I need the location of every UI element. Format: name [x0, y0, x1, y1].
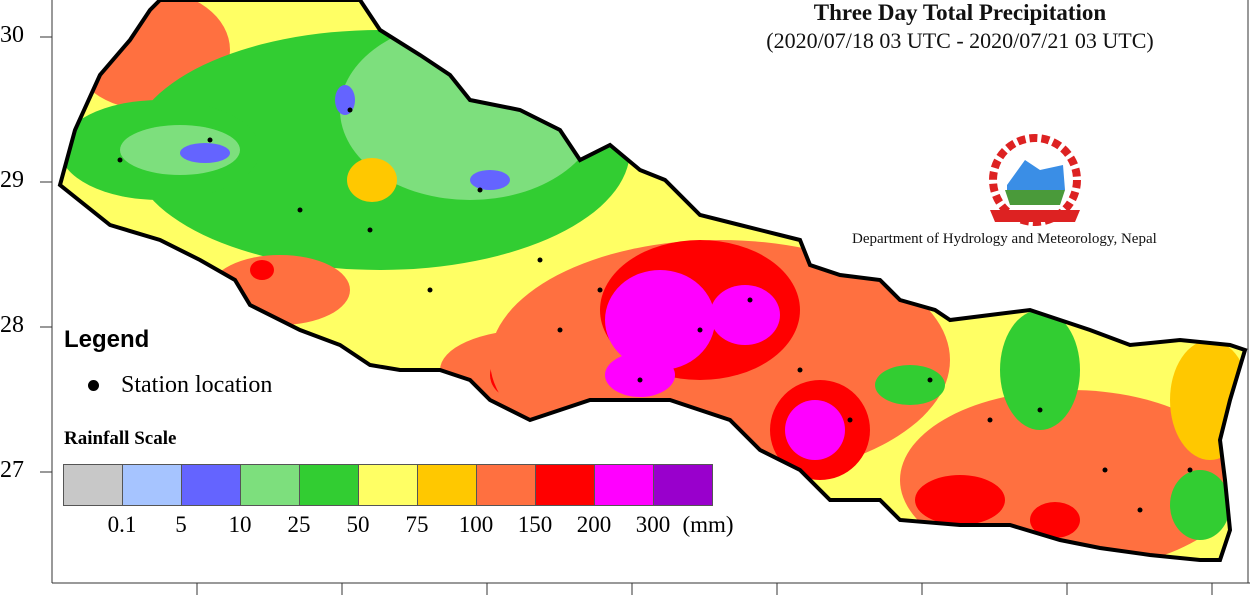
scale-swatch — [595, 465, 654, 505]
scale-swatch — [359, 465, 418, 505]
scale-label: 150 — [517, 512, 553, 537]
latitude-tick: 28 — [0, 312, 24, 338]
government-logo — [989, 134, 1081, 226]
scale-swatch — [536, 465, 595, 505]
rainfall-scale-title: Rainfall Scale — [64, 428, 177, 449]
scale-swatch — [182, 465, 241, 505]
scale-swatch — [654, 465, 712, 505]
axes — [40, 0, 1250, 595]
station-locations — [117, 107, 1193, 513]
latitude-tick: 30 — [0, 22, 24, 48]
scale-swatch — [477, 465, 536, 505]
scale-label: 10 — [228, 512, 252, 537]
scale-swatch — [64, 465, 123, 505]
scale-swatch — [418, 465, 477, 505]
scale-swatch — [123, 465, 182, 505]
scale-swatch — [300, 465, 359, 505]
rainfall-color-scale — [63, 464, 713, 506]
scale-unit: (mm) — [682, 512, 734, 537]
latitude-tick: 29 — [0, 167, 24, 193]
scale-label: 100 — [458, 512, 494, 537]
legend-title: Legend — [64, 326, 150, 353]
station-label: Station location — [121, 372, 273, 398]
station-dot-icon — [88, 380, 99, 391]
scale-label: 0.1 — [107, 512, 137, 537]
scale-label: 75 — [405, 512, 429, 537]
scale-label: 50 — [346, 512, 370, 537]
latitude-tick: 27 — [0, 457, 24, 483]
legend-station: Station location — [88, 372, 272, 399]
map-subtitle: (2020/07/18 03 UTC - 2020/07/21 03 UTC) — [766, 28, 1154, 53]
scale-label: 200 — [576, 512, 612, 537]
scale-label: 25 — [287, 512, 311, 537]
department-name: Department of Hydrology and Meteorology,… — [852, 231, 1157, 247]
map-title: Three Day Total Precipitation — [813, 0, 1107, 25]
scale-swatch — [241, 465, 300, 505]
scale-label: 5 — [175, 512, 187, 537]
scale-label: 300 — [635, 512, 671, 537]
